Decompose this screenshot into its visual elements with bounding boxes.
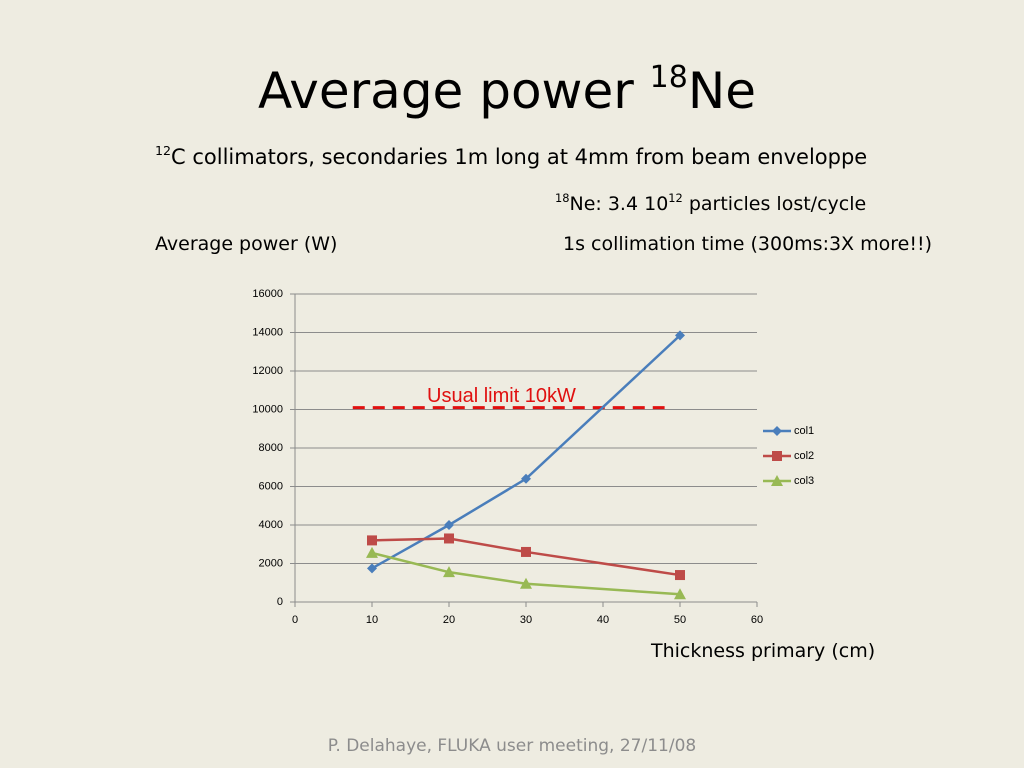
point	[367, 563, 377, 574]
point	[675, 570, 685, 581]
point	[521, 473, 531, 484]
point	[366, 546, 378, 558]
y-tick-label: 12000	[252, 365, 283, 377]
y-tick-label: 10000	[252, 403, 283, 415]
y-tick-label: 0	[277, 596, 283, 608]
x-tick-label: 10	[366, 614, 378, 626]
sup: 18	[555, 191, 570, 206]
x-tick-label: 0	[292, 614, 298, 626]
title: Average power 18Ne	[258, 60, 757, 120]
label-bg	[424, 385, 604, 405]
sup: 12	[668, 191, 683, 206]
point	[675, 330, 685, 341]
legend-marker	[772, 426, 782, 436]
x-tick-label: 50	[674, 614, 686, 626]
series-line	[371, 334, 681, 570]
x-tick-label: 20	[443, 614, 455, 626]
text: Ne: 3.4 10	[569, 193, 669, 215]
x-tick-label: 30	[520, 614, 532, 626]
legend-marker	[771, 475, 783, 486]
point	[367, 535, 377, 546]
series-line	[371, 537, 681, 577]
footer: P. Delahaye, FLUKA user meeting, 27/11/0…	[327, 736, 697, 756]
sup: 12	[155, 143, 172, 159]
point	[443, 566, 455, 578]
y-tick-label: 2000	[259, 557, 283, 569]
y-tick-label: 16000	[252, 288, 283, 300]
legend-label: col3	[794, 475, 814, 487]
point	[674, 588, 686, 600]
y-tick-label: 4000	[259, 519, 283, 531]
y-tick-label: 14000	[252, 326, 283, 338]
text: particles lost/cycle	[682, 193, 867, 215]
series-line	[371, 551, 681, 596]
y-tick-label: 6000	[259, 480, 283, 492]
title-text: Average power	[258, 62, 650, 120]
title-text: Ne	[687, 62, 757, 120]
note: 1s collimation time (300ms:3X more!!)	[563, 233, 932, 255]
title-sup: 18	[649, 60, 688, 95]
x-axis-label: Thickness primary (cm)	[651, 640, 876, 662]
text: C collimators, secondaries 1m long at 4m…	[171, 145, 868, 169]
point	[521, 546, 531, 557]
point	[444, 533, 454, 544]
point	[520, 577, 532, 589]
subtitle: 12C collimators, secondaries 1m long at …	[155, 143, 868, 169]
x-tick-label: 60	[751, 614, 763, 626]
x-tick-label: 40	[597, 614, 609, 626]
legend-label: col1	[794, 425, 814, 437]
y-axis-label: Average power (W)	[155, 233, 338, 255]
legend-marker	[772, 451, 782, 461]
y-tick-label: 8000	[259, 442, 283, 454]
note: 18Ne: 3.4 1012 particles lost/cycle	[555, 191, 867, 215]
point	[444, 520, 454, 530]
legend-label: col2	[794, 450, 814, 462]
reference-label: Usual limit 10kW	[427, 385, 576, 407]
